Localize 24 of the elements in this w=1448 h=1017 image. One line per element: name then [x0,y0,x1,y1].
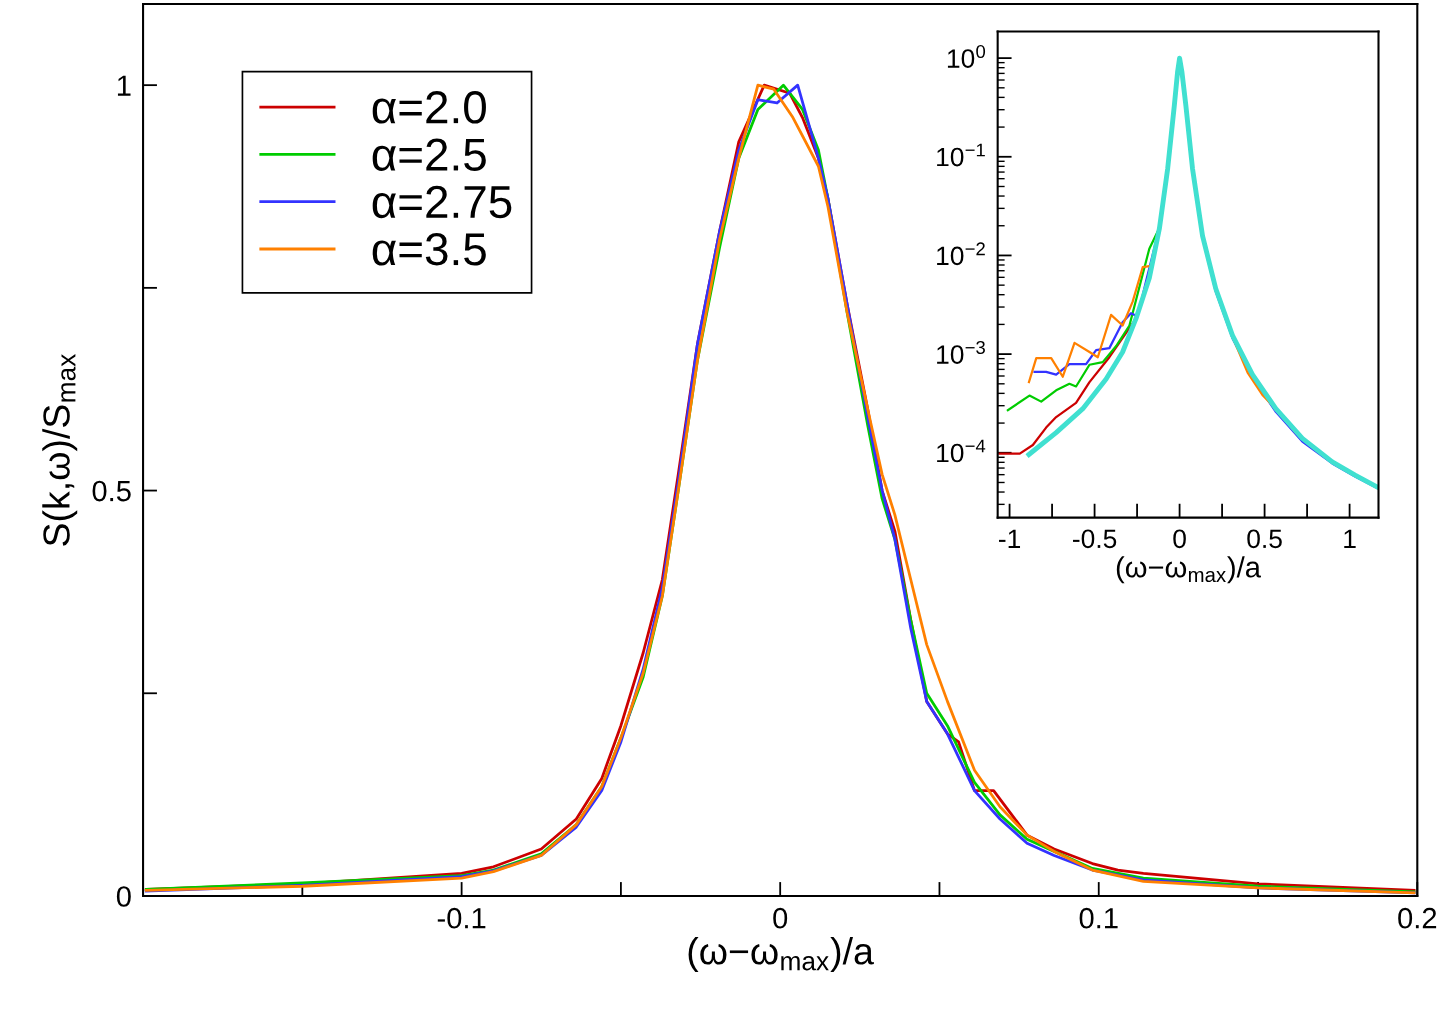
y-tick-label: 10$^{−1}$ [937,143,985,167]
x-tick-label: 0.1 [1079,907,1118,929]
legend-label: α=2.5 [372,138,486,171]
legend-label: α=2.75 [372,185,512,219]
y-tick-label: 1 [117,75,131,96]
x-tick-label: 0.2 [1398,907,1437,929]
x-tick-label: 0.5 [1247,529,1282,549]
x-tick-label: -0.1 [437,907,486,929]
y-tick-label: 10$^{−3}$ [937,340,985,364]
x-axis-title: (ω−ω$_{max}$)/a [1116,556,1261,584]
legend-label: α=2.0 [372,91,486,124]
x-tick-label: -1 [999,529,1021,548]
x-tick-label: -0.5 [1073,529,1117,549]
y-tick-label: 10$^{0}$ [947,44,986,68]
x-axis-title: (ω−ω$_{max}$)/a [688,937,874,972]
y-axis-title: S(k,ω)/S$_{max}$ [42,354,78,546]
y-tick-label: 0.5 [92,480,131,502]
y-tick-label: 0 [116,886,131,907]
x-tick-label: 0 [1173,529,1186,549]
y-tick-label: 10$^{−2}$ [937,242,985,266]
x-tick-label: 0 [773,907,788,929]
legend-label: α=3.5 [372,233,486,266]
x-tick-label: 1 [1344,529,1356,548]
y-tick-label: 10$^{−4}$ [937,439,986,463]
